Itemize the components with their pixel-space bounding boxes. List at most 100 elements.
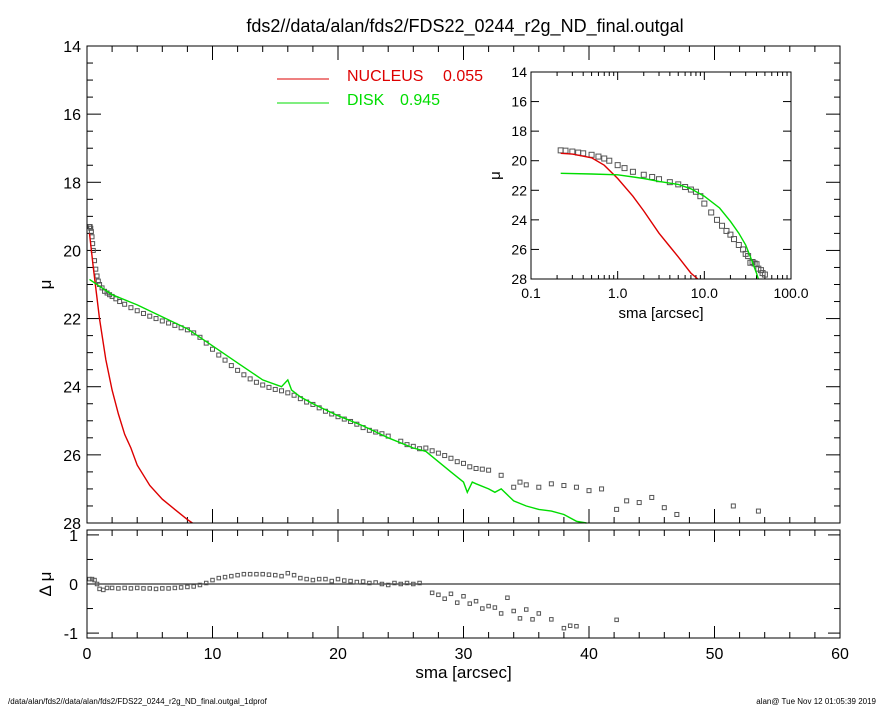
data-point [586,488,592,494]
data-point [128,586,134,591]
y-tick-label: 14 [63,39,81,56]
data-point [755,508,761,514]
data-point [253,379,259,385]
data-point [505,595,510,600]
data-point [89,576,95,582]
data-point [573,484,579,490]
data-point [723,227,730,234]
x-tick-label: 40 [580,646,598,663]
data-point [273,572,278,578]
data-point [147,313,153,319]
data-point [94,273,100,279]
data-point [442,453,448,459]
data-point [88,225,94,231]
data-point [241,372,247,378]
data-point [88,229,94,235]
data-point [624,498,630,504]
data-point [122,301,128,307]
data-point [448,591,454,597]
data-point [304,576,309,582]
data-point [486,603,491,609]
data-point [348,578,353,584]
data-point [266,572,272,577]
data-point [316,576,322,582]
data-point [708,209,715,216]
data-point [561,483,567,489]
data-point [448,455,454,461]
x-tick-label: 100.0 [773,285,808,301]
data-point [473,598,479,604]
data-point [266,384,272,390]
data-point [549,617,554,622]
y-axis-label: μ [36,280,55,290]
data-point [614,617,619,623]
y-tick-label: -1 [64,626,78,643]
data-point [216,352,222,358]
data-point [140,310,146,316]
data-point [128,305,134,311]
data-point [713,216,720,223]
data-point [197,334,203,340]
data-point [473,465,479,471]
data-point [216,575,222,581]
data-point [404,580,410,586]
data-point [122,585,127,591]
data-point [649,494,655,500]
data-point [753,261,760,268]
data-point [134,585,140,591]
data-point [467,464,473,470]
data-point [417,580,422,586]
data-point [429,590,435,596]
x-tick-label: 0.1 [521,285,541,301]
data-point [360,579,366,584]
x-tick-label: 60 [831,646,849,663]
x-axis-label: sma [arcsec] [618,305,703,322]
data-point [454,600,460,605]
y-tick-label: 18 [511,123,527,139]
data-point [730,503,736,509]
data-point [719,222,726,229]
data-point [530,617,535,622]
data-point [329,578,334,584]
y-tick-label: 24 [511,212,527,228]
data-point [511,608,516,614]
data-point [379,581,385,587]
data-point [228,363,234,369]
data-point [172,585,178,591]
plot-frame [530,71,792,280]
series-line-nucleus [88,233,193,524]
inset-plot-area [531,72,791,279]
data-point [178,585,184,590]
data-point [222,574,228,580]
data-point [279,573,284,579]
y-tick-label: 0 [69,577,78,594]
data-point [210,577,215,583]
data-point [454,459,460,465]
y-tick-label: 28 [63,516,81,533]
data-point [398,581,403,587]
plot-frame [86,45,841,524]
data-point [166,586,171,591]
data-point [197,582,203,588]
data-point [517,479,523,485]
data-point [595,153,602,160]
data-point [272,386,278,392]
data-point [104,585,110,591]
data-point [285,390,291,396]
data-point [247,376,253,382]
data-point [480,606,485,611]
data-point [423,445,429,451]
legend-disk-label: DISK [347,92,385,109]
data-point [109,585,115,591]
legend: NUCLEUS 0.055 DISK 0.945 [277,68,483,109]
y-tick-label: 16 [63,107,81,124]
data-point [247,571,253,577]
data-point [751,260,758,267]
data-point [636,500,642,506]
data-point [335,576,341,582]
data-point [235,572,240,578]
data-point [621,165,628,172]
data-point [498,472,504,478]
data-point [701,200,708,207]
